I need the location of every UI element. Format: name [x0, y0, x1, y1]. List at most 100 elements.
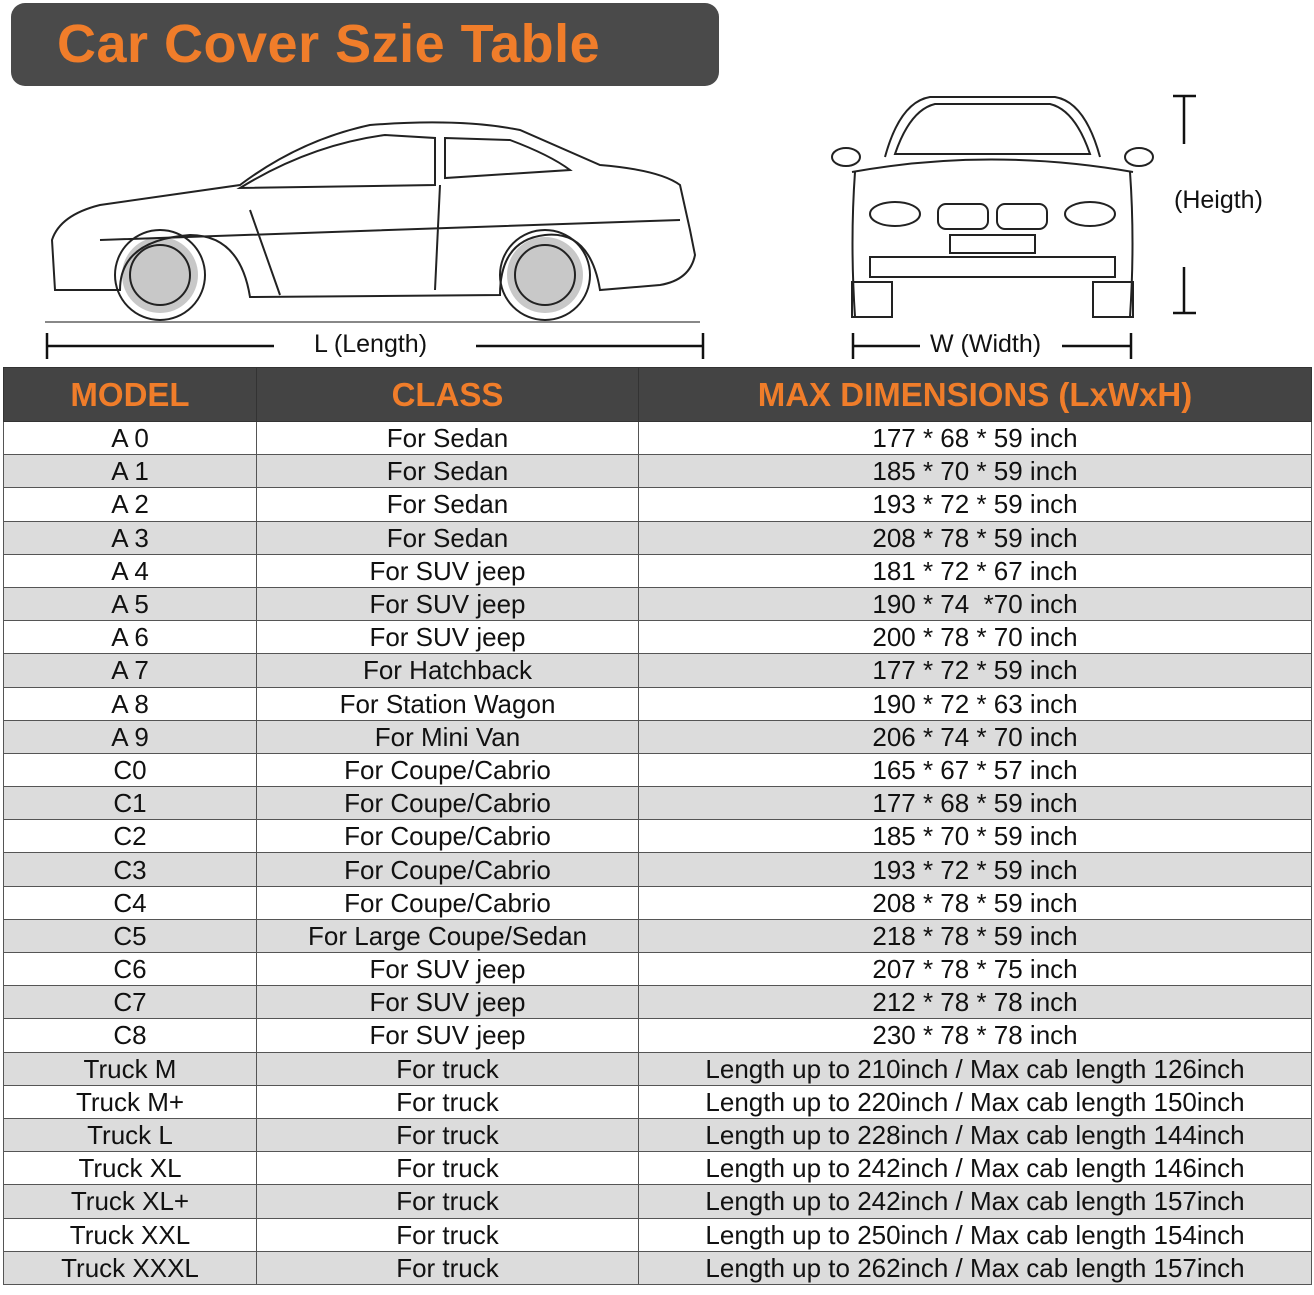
dimensions-cell: 208 * 78 * 59 inch: [638, 885, 1312, 920]
table-row: C3 For Coupe/Cabrio 193 * 72 * 59 inch: [3, 852, 1312, 887]
dimensions-cell: Length up to 242inch / Max cab length 14…: [638, 1151, 1312, 1186]
class-cell: For SUV jeep: [256, 586, 639, 622]
dimensions-cell: 185 * 70 * 59 inch: [638, 454, 1312, 489]
class-cell: For Coupe/Cabrio: [256, 852, 639, 887]
table-row: A 2 For Sedan 193 * 72 * 59 inch: [3, 487, 1312, 522]
header-max-dimensions: MAX DIMENSIONS (LxWxH): [638, 367, 1312, 422]
dimensions-cell: 212 * 78 * 78 inch: [638, 985, 1312, 1020]
dimensions-cell: 190 * 74 *70 inch: [638, 586, 1312, 622]
class-cell: For Coupe/Cabrio: [256, 885, 639, 920]
page-title: Car Cover Szie Table: [57, 14, 601, 74]
table-row: C5 For Large Coupe/Sedan 218 * 78 * 59 inc…: [3, 918, 1312, 954]
class-cell: For truck: [256, 1117, 639, 1153]
table-row: Truck XL For truck Length up to 242inch / …: [3, 1151, 1312, 1186]
class-cell: For Station Wagon: [256, 686, 639, 721]
class-cell: For SUV jeep: [256, 985, 639, 1020]
model-cell: C6: [3, 951, 257, 987]
table-row: C8 For SUV jeep 230 * 78 * 78 inch: [3, 1018, 1312, 1053]
model-cell: C3: [3, 852, 257, 887]
table-row: C0 For Coupe/Cabrio 165 * 67 * 57 inch: [3, 752, 1312, 788]
dimensions-cell: 177 * 72 * 59 inch: [638, 653, 1312, 688]
dimensions-cell: 190 * 72 * 63 inch: [638, 686, 1312, 721]
height-dimension-line: [1173, 94, 1196, 315]
model-cell: A 5: [3, 586, 257, 622]
class-cell: For truck: [256, 1184, 639, 1219]
model-cell: A 6: [3, 620, 257, 655]
model-cell: C0: [3, 752, 257, 788]
table-row: A 5 For SUV jeep 190 * 74 *70 inch: [3, 586, 1312, 622]
car-front-view-illustration: [831, 96, 1154, 318]
class-cell: For Sedan: [256, 487, 639, 522]
model-cell: C7: [3, 985, 257, 1020]
model-cell: A 0: [3, 420, 257, 456]
dimensions-cell: 230 * 78 * 78 inch: [638, 1018, 1312, 1053]
dimensions-cell: 200 * 78 * 70 inch: [638, 620, 1312, 655]
model-cell: Truck L: [3, 1117, 257, 1153]
model-cell: C4: [3, 885, 257, 920]
table-row: C7 For SUV jeep 212 * 78 * 78 inch: [3, 985, 1312, 1020]
table-row: Truck L For truck Length up to 228inch / M…: [3, 1117, 1312, 1153]
class-cell: For truck: [256, 1217, 639, 1252]
dimensions-cell: 181 * 72 * 67 inch: [638, 553, 1312, 588]
dimensions-cell: Length up to 210inch / Max cab length 12…: [638, 1051, 1312, 1086]
table-row: A 1 For Sedan 185 * 70 * 59 inch: [3, 454, 1312, 489]
class-cell: For SUV jeep: [256, 1018, 639, 1053]
table-row: A 4 For SUV jeep 181 * 72 * 67 inch: [3, 553, 1312, 588]
dimensions-cell: Length up to 228inch / Max cab length 14…: [638, 1117, 1312, 1153]
model-cell: C2: [3, 819, 257, 854]
model-cell: A 4: [3, 553, 257, 588]
header-class: CLASS: [256, 367, 639, 422]
dimensions-cell: 193 * 72 * 59 inch: [638, 852, 1312, 887]
title-banner: Car Cover Szie Table: [11, 3, 719, 86]
model-cell: Truck XXXL: [3, 1250, 257, 1285]
model-cell: C1: [3, 786, 257, 821]
dimensions-cell: 193 * 72 * 59 inch: [638, 487, 1312, 522]
dimensions-cell: 165 * 67 * 57 inch: [638, 752, 1312, 788]
length-label: L (Length): [314, 330, 428, 358]
table-row: A 8 For Station Wagon 190 * 72 * 63 inch: [3, 686, 1312, 721]
table-header-row: MODEL CLASS MAX DIMENSIONS (LxWxH): [3, 367, 1312, 422]
class-cell: For Sedan: [256, 420, 639, 456]
model-cell: A 9: [3, 719, 257, 754]
table-row: A 0 For Sedan 177 * 68 * 59 inch: [3, 420, 1312, 456]
table-row: Truck XXXL For truck Length up to 262inch …: [3, 1250, 1312, 1285]
dimensions-cell: 177 * 68 * 59 inch: [638, 420, 1312, 456]
table-row: Truck M+ For truck Length up to 220inch / …: [3, 1084, 1312, 1119]
model-cell: A 2: [3, 487, 257, 522]
class-cell: For SUV jeep: [256, 553, 639, 588]
model-cell: A 8: [3, 686, 257, 721]
class-cell: For truck: [256, 1151, 639, 1186]
table-row: A 6 For SUV jeep 200 * 78 * 70 inch: [3, 620, 1312, 655]
dimensions-cell: Length up to 220inch / Max cab length 15…: [638, 1084, 1312, 1119]
dimensions-cell: 206 * 74 * 70 inch: [638, 719, 1312, 754]
class-cell: For Coupe/Cabrio: [256, 752, 639, 788]
table-row: C6 For SUV jeep 207 * 78 * 75 inch: [3, 951, 1312, 987]
header-model: MODEL: [3, 367, 257, 422]
table-row: Truck XL+ For truck Length up to 242inch /…: [3, 1184, 1312, 1219]
table-row: C4 For Coupe/Cabrio 208 * 78 * 59 inch: [3, 885, 1312, 920]
table-row: C1 For Coupe/Cabrio 177 * 68 * 59 inch: [3, 786, 1312, 821]
table-row: Truck M For truck Length up to 210inch / M…: [3, 1051, 1312, 1086]
class-cell: For truck: [256, 1051, 639, 1086]
car-side-view-illustration: [45, 121, 700, 323]
model-cell: C5: [3, 918, 257, 954]
class-cell: For Sedan: [256, 454, 639, 489]
table-row: A 7 For Hatchback 177 * 72 * 59 inch: [3, 653, 1312, 688]
class-cell: For Sedan: [256, 520, 639, 555]
class-cell: For Large Coupe/Sedan: [256, 918, 639, 954]
size-table: MODEL CLASS MAX DIMENSIONS (LxWxH) A 0 Fo…: [3, 367, 1312, 1285]
class-cell: For truck: [256, 1084, 639, 1119]
class-cell: For Coupe/Cabrio: [256, 819, 639, 854]
table-row: Truck XXL For truck Length up to 250inch /…: [3, 1217, 1312, 1252]
dimensions-cell: 177 * 68 * 59 inch: [638, 786, 1312, 821]
height-label: (Heigth): [1174, 186, 1263, 214]
model-cell: Truck M: [3, 1051, 257, 1086]
width-label: W (Width): [930, 330, 1042, 358]
model-cell: A 1: [3, 454, 257, 489]
dimensions-cell: Length up to 242inch / Max cab length 15…: [638, 1184, 1312, 1219]
dimensions-cell: 185 * 70 * 59 inch: [638, 819, 1312, 854]
model-cell: Truck M+: [3, 1084, 257, 1119]
class-cell: For truck: [256, 1250, 639, 1285]
class-cell: For Coupe/Cabrio: [256, 786, 639, 821]
